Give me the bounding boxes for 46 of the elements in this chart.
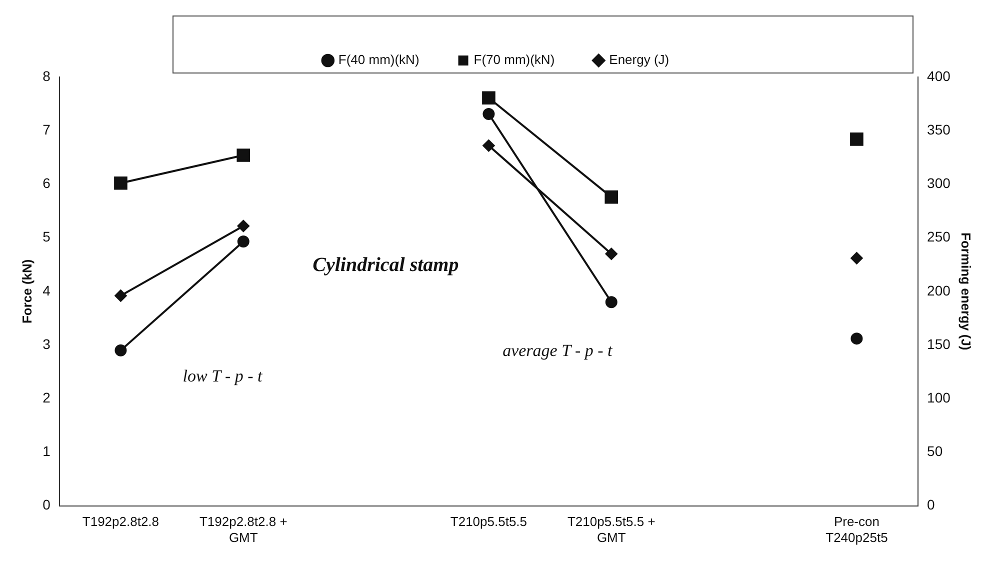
y2-tick-label: 300: [927, 175, 951, 192]
y-tick-label: 5: [42, 228, 51, 245]
point: [482, 108, 495, 120]
y2-tick-label: 200: [927, 282, 951, 298]
y2-tick-label: 350: [927, 121, 951, 138]
x-tick-label: T210p5.5t5.5 + GMT: [567, 514, 656, 545]
y-tick-label: 8: [42, 68, 51, 84]
y-tick-label: 6: [42, 175, 51, 192]
y-tick-label: 0: [42, 496, 51, 513]
point: [114, 176, 128, 190]
point: [605, 248, 618, 260]
x-tick-label: Pre-con T240p25t5: [826, 514, 888, 545]
y-tick-label: 1: [42, 443, 51, 460]
point: [237, 220, 250, 232]
y-tick-label: 7: [42, 121, 51, 138]
x-tick-label: T210p5.5t5.5: [450, 514, 528, 530]
point: [604, 190, 618, 204]
y-tick-label: 2: [42, 389, 51, 406]
point: [482, 91, 496, 105]
point: [236, 148, 250, 162]
point: [482, 140, 495, 152]
y2-tick-label: 400: [927, 68, 951, 84]
y2-tick-label: 150: [927, 336, 951, 352]
y2-tick-label: 0: [927, 496, 936, 513]
point: [114, 344, 127, 356]
y-tick-label: 3: [42, 336, 51, 352]
y-tick-label: 4: [42, 282, 51, 298]
legend-label: F(40 mm)(kN): [338, 52, 420, 68]
y2-tick-label: 50: [927, 443, 943, 460]
point: [850, 132, 864, 146]
y2-tick-label: 100: [927, 389, 951, 406]
legend-label: Energy (J): [609, 52, 670, 68]
point: [237, 236, 250, 248]
annotation: low T - p - t: [182, 366, 264, 386]
point: [605, 296, 618, 308]
annotation: Cylindrical stamp: [312, 254, 459, 276]
point: [850, 332, 863, 345]
x-tick-label: T192p2.8t2.8 + GMT: [199, 514, 288, 545]
y-axis-title: Force (kN): [19, 259, 34, 324]
point: [850, 252, 863, 264]
point: [114, 290, 127, 302]
x-tick-label: T192p2.8t2.8: [82, 514, 160, 530]
legend-label: F(70 mm)(kN): [474, 52, 555, 68]
y2-axis-title: Forming energy (J): [958, 232, 974, 350]
annotation: average T - p - t: [502, 340, 614, 360]
y2-tick-label: 250: [927, 228, 951, 245]
